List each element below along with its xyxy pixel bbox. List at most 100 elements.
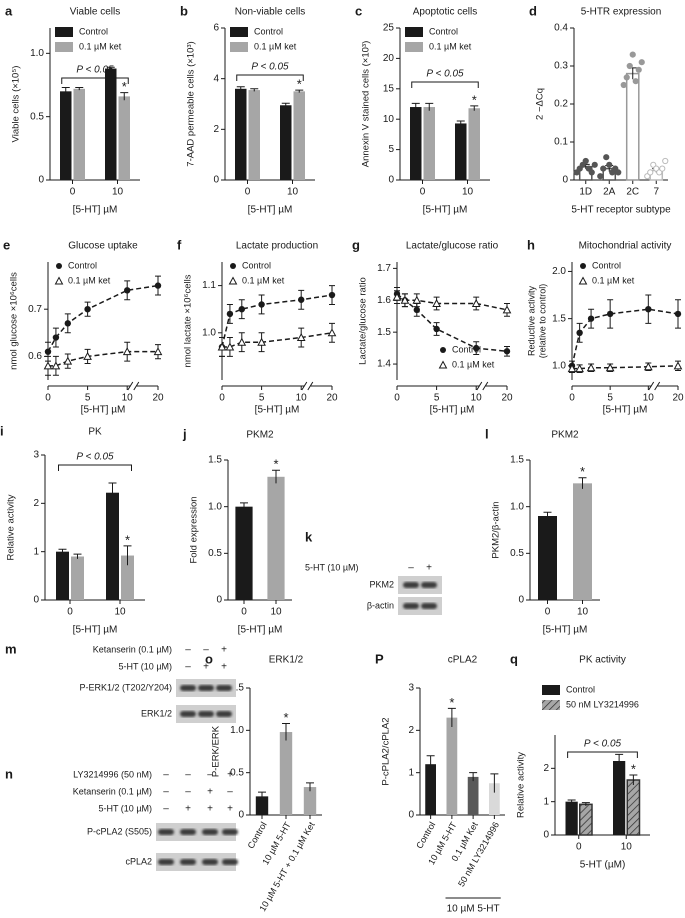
lane-sign: – xyxy=(163,804,169,815)
panel-letter: e xyxy=(3,237,10,252)
legend-label: 0.1 µM ket xyxy=(592,275,635,285)
marker xyxy=(400,295,410,304)
marker xyxy=(154,282,162,289)
bar xyxy=(538,516,557,600)
significance-label: P < 0.05 xyxy=(76,65,114,76)
bar xyxy=(573,483,592,600)
error-bar xyxy=(120,92,129,101)
blot-band xyxy=(180,859,196,865)
x-tick-label: 10 xyxy=(112,187,124,198)
blot-band xyxy=(180,829,196,835)
bar xyxy=(106,492,119,600)
x-tick-label: 10 xyxy=(577,607,589,618)
error-bar xyxy=(578,477,587,489)
chart-title: Lactate production xyxy=(236,241,318,252)
marker xyxy=(587,315,595,322)
data-point xyxy=(582,157,589,165)
x-tick-label: 10 xyxy=(270,607,282,618)
bar xyxy=(423,107,435,180)
legend-label: Control xyxy=(566,684,595,694)
condition-label: LY3214996 (50 nM) xyxy=(73,769,152,779)
error-bar xyxy=(306,782,314,792)
error-bar xyxy=(61,87,70,96)
marker xyxy=(217,342,227,351)
data-point xyxy=(632,78,639,85)
blot-band xyxy=(202,829,218,835)
y-axis-label: P-ERK/ERK xyxy=(211,725,222,777)
bar xyxy=(121,555,134,600)
significance-label: P < 0.05 xyxy=(76,452,114,463)
data-point xyxy=(638,59,645,66)
bar xyxy=(410,107,422,180)
x-tick-label: 1D xyxy=(579,187,592,198)
chart-title: PKM2 xyxy=(551,430,579,441)
legend-label: Control xyxy=(452,344,481,354)
band-label: P-cPLA2 (S505) xyxy=(87,826,152,836)
panel-letter: q xyxy=(510,651,518,666)
blot-band xyxy=(421,603,437,609)
panel-letter: i xyxy=(0,423,4,438)
y-tick-label: 1.5 xyxy=(377,327,391,338)
legend-swatch xyxy=(228,276,238,285)
marker xyxy=(432,298,441,307)
bar xyxy=(73,88,85,180)
error-bar xyxy=(543,511,552,520)
x-tick-label: 10 xyxy=(122,393,134,404)
legend-label: 50 nM LY3214996 xyxy=(566,699,639,709)
legend-swatch xyxy=(542,700,560,710)
y-tick-label: 1.0 xyxy=(552,360,566,371)
y-tick-label: 0 xyxy=(388,175,394,186)
lane-sign: – xyxy=(185,770,191,781)
legend-label: 0.1 µM ket xyxy=(79,41,122,51)
x-axis xyxy=(572,381,678,391)
band-label: cPLA2 xyxy=(125,856,152,866)
x-axis-label: [5-HT] µM xyxy=(423,205,468,216)
legend-swatch xyxy=(438,360,448,369)
error-bar xyxy=(236,86,245,91)
y-axis-label: Fold expression xyxy=(189,496,200,563)
y-tick-label: 1.5 xyxy=(208,455,222,466)
y-tick-label: 6 xyxy=(213,23,219,34)
panel-letter: b xyxy=(180,3,188,18)
x-tick-label: 0 xyxy=(219,393,225,404)
error-bar xyxy=(411,102,420,111)
blot-band xyxy=(158,829,174,835)
data-point xyxy=(588,169,595,176)
legend-label: Control xyxy=(242,260,271,270)
legend-swatch xyxy=(440,347,446,353)
bar xyxy=(248,90,260,180)
marker xyxy=(605,363,615,372)
condition-label: Ketanserin (0.1 µM) xyxy=(93,644,172,654)
y-tick-label: 1.0 xyxy=(202,327,216,338)
marker xyxy=(51,361,61,370)
panel-letter: l xyxy=(485,426,489,441)
x-axis xyxy=(397,381,507,391)
bar xyxy=(293,91,305,180)
marker xyxy=(327,328,337,337)
bar xyxy=(267,476,285,600)
chart-title: Mitochondrial activity xyxy=(579,241,672,252)
chart-title: 5-HTR expression xyxy=(581,7,662,18)
legend-label: Control xyxy=(592,260,621,270)
x-tick-label: 10 xyxy=(643,393,655,404)
y-tick-label: 1.6 xyxy=(377,295,391,306)
y-tick-label: 0 xyxy=(216,595,222,606)
x-axis-label: [5-HT] µM xyxy=(73,205,118,216)
x-tick-label: 5 xyxy=(607,393,613,404)
y-tick-label: 1 xyxy=(408,767,414,778)
y-tick-label: 5 xyxy=(388,144,394,155)
y-tick-label: 0 xyxy=(518,595,524,606)
panel-letter: g xyxy=(352,237,360,252)
x-tick-label: 2C xyxy=(626,187,639,198)
blot-band xyxy=(403,603,419,609)
legend-label: 0.1 µM ket xyxy=(242,275,285,285)
lane-sign: + xyxy=(227,804,233,815)
y-tick-label: 10 xyxy=(383,114,395,125)
bar xyxy=(280,105,292,180)
marker xyxy=(503,348,511,355)
lane-sign: – xyxy=(163,770,169,781)
error-bar xyxy=(295,89,304,93)
y-tick-label: 20 xyxy=(383,53,395,64)
y-tick-label: 3 xyxy=(33,450,39,461)
marker xyxy=(413,306,420,314)
